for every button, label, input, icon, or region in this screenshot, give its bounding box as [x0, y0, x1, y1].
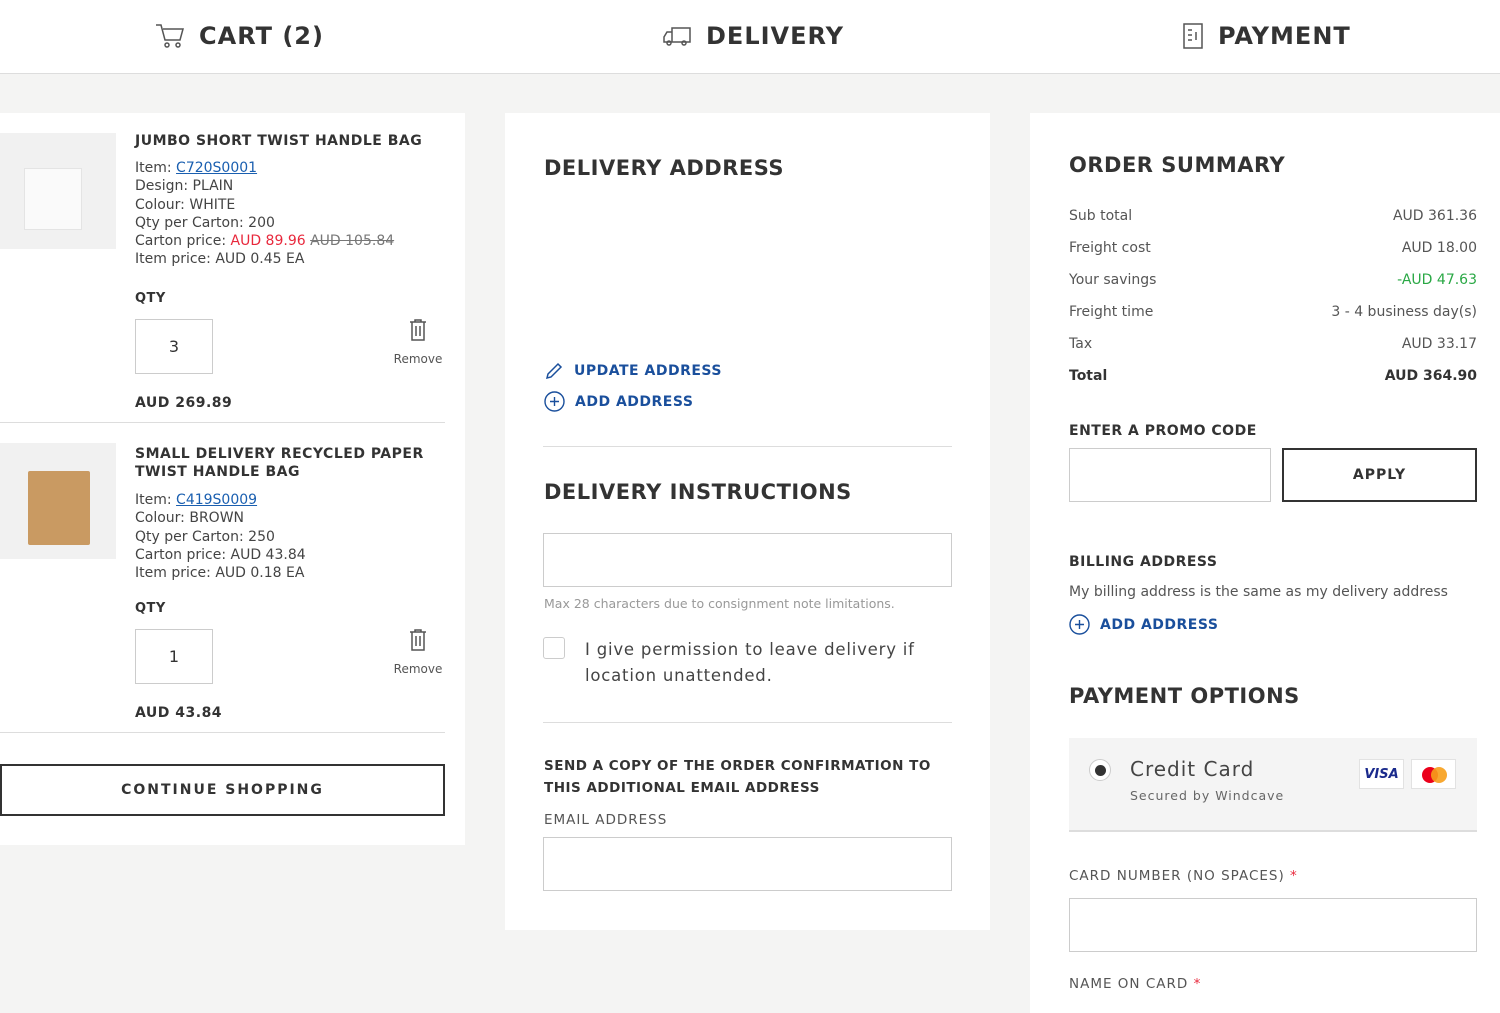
leave-unattended-checkbox[interactable]	[543, 637, 565, 659]
plus-circle-icon	[544, 391, 565, 412]
continue-shopping-button[interactable]: CONTINUE SHOPPING	[0, 764, 445, 816]
delivery-instructions-input[interactable]	[543, 533, 952, 587]
divider	[543, 722, 952, 723]
promo-code-input[interactable]	[1069, 448, 1271, 502]
cart-icon	[156, 24, 184, 48]
credit-card-radio[interactable]	[1089, 759, 1111, 781]
summary-row: Your savings -AUD 47.63	[1069, 272, 1477, 288]
product-image[interactable]	[0, 443, 116, 559]
divider	[543, 446, 952, 447]
remove-button[interactable]: Remove	[390, 318, 446, 366]
summary-row: Freight cost AUD 18.00	[1069, 240, 1477, 256]
mastercard-icon	[1411, 759, 1456, 789]
receipt-icon	[1183, 23, 1203, 49]
item-code-link[interactable]: C419S0009	[176, 492, 258, 508]
product-image[interactable]	[0, 133, 116, 249]
cart-item: JUMBO SHORT TWIST HANDLE BAG Item: C720S…	[135, 133, 423, 268]
delivery-panel: DELIVERY ADDRESS UPDATE ADDRESS ADD ADDR…	[505, 113, 990, 930]
qty-input[interactable]: 1	[135, 629, 213, 684]
trash-icon	[410, 319, 426, 341]
payment-option-credit-card[interactable]: Credit Card Secured by Windcave VISA	[1069, 738, 1477, 832]
email-input[interactable]	[543, 837, 952, 891]
update-address-button[interactable]: UPDATE ADDRESS	[544, 361, 722, 381]
apply-button[interactable]: APPLY	[1282, 448, 1477, 502]
truck-icon	[663, 27, 691, 46]
divider	[0, 422, 445, 423]
checkout-steps: CART (2) DELIVERY PAYMENT	[0, 0, 1500, 74]
add-address-button[interactable]: ADD ADDRESS	[544, 391, 693, 412]
summary-table: Sub total AUD 361.36 Freight cost AUD 18.0…	[1069, 208, 1477, 400]
cart-item: SMALL DELIVERY RECYCLED PAPER TWIST HAND…	[135, 446, 424, 582]
step-delivery[interactable]: DELIVERY	[662, 22, 844, 50]
plus-circle-icon	[1069, 614, 1090, 635]
pencil-icon	[545, 362, 563, 380]
step-payment[interactable]: PAYMENT	[1182, 22, 1351, 50]
qty-input[interactable]: 3	[135, 319, 213, 374]
summary-row: Freight time 3 - 4 business day(s)	[1069, 304, 1477, 320]
summary-total-row: Total AUD 364.90	[1069, 368, 1477, 384]
remove-button[interactable]: Remove	[390, 628, 446, 676]
visa-icon: VISA	[1359, 759, 1404, 789]
trash-icon	[410, 629, 426, 651]
order-summary-panel: ORDER SUMMARY Sub total AUD 361.36 Freigh…	[1030, 113, 1500, 1013]
summary-row: Tax AUD 33.17	[1069, 336, 1477, 352]
cart-panel: JUMBO SHORT TWIST HANDLE BAG Item: C720S…	[0, 113, 465, 845]
step-cart[interactable]: CART (2)	[155, 22, 324, 50]
item-code-link[interactable]: C720S0001	[176, 160, 258, 176]
divider	[0, 732, 445, 733]
card-number-input[interactable]	[1069, 898, 1477, 952]
summary-row: Sub total AUD 361.36	[1069, 208, 1477, 224]
add-billing-address-button[interactable]: ADD ADDRESS	[1069, 614, 1218, 635]
